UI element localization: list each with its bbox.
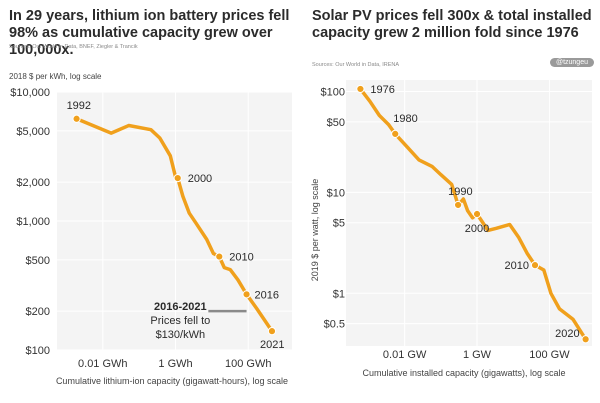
battery-x-tick-label: 0.01 GWh	[78, 358, 128, 370]
battery-y-tick-label: $200	[26, 306, 50, 318]
solar-x-tick-label: 1 GW	[463, 349, 492, 361]
solar-point-label: 1976	[370, 84, 394, 96]
battery-point-marker	[242, 290, 251, 299]
solar-point-marker	[472, 209, 482, 219]
battery-point-marker	[173, 174, 182, 183]
solar-point-marker	[356, 84, 365, 94]
solar-series-line	[358, 87, 588, 341]
battery-x-axis-label: Cumulative lithium-ion capacity (gigawat…	[56, 376, 288, 386]
battery-chart-y-axis-label: 2018 $ per kWh, log scale	[9, 72, 102, 81]
battery-chart-title: In 29 years, lithium ion battery prices …	[9, 8, 290, 58]
solar-y-tick-label: $0.5	[324, 319, 345, 331]
battery-annotation-heading: 2016-2021	[154, 301, 207, 313]
battery-y-tick-label: $1,000	[16, 216, 50, 228]
battery-point-marker	[72, 114, 81, 123]
solar-point-marker	[391, 129, 400, 138]
battery-y-tick-label: $500	[26, 255, 50, 267]
battery-point-label: 2010	[229, 252, 253, 264]
solar-chart-sources: Sources: Our World in Data, IRENA	[312, 62, 400, 68]
solar-point-label: 2020	[555, 328, 579, 340]
solar-x-axis-label: Cumulative installed capacity (gigawatts…	[362, 368, 565, 378]
solar-point-label: 2010	[505, 260, 529, 272]
battery-series-line	[74, 117, 274, 333]
solar-y-axis-label: 2019 $ per watt, log scale	[310, 179, 320, 282]
solar-y-tick-label: $10	[327, 187, 345, 199]
solar-point-label: 1980	[393, 113, 417, 125]
battery-y-tick-label: $10,000	[10, 87, 50, 99]
battery-chart-sources: Sources: Our World in Data, BNEF, Ziegle…	[9, 44, 138, 50]
solar-x-tick-label: 100 GW	[529, 349, 570, 361]
credit-badge: @tzungeu	[549, 58, 594, 67]
battery-point-marker	[267, 327, 277, 336]
battery-annotation-line1: Prices fell to	[150, 315, 210, 327]
battery-point-label: 1992	[67, 100, 91, 112]
battery-annotation-line2: $130/kWh	[156, 329, 206, 341]
battery-x-tick-label: 1 GWh	[158, 358, 192, 370]
battery-y-tick-label: $5,000	[16, 126, 50, 138]
battery-point-label: 2021	[260, 339, 284, 351]
solar-y-tick-label: $100	[321, 86, 345, 98]
solar-x-tick-label: 0.01 GW	[383, 349, 427, 361]
solar-point-label: 1990	[448, 186, 472, 198]
solar-chart-title: Solar PV prices fell 300x & total instal…	[312, 8, 592, 41]
solar-y-tick-label: $50	[327, 117, 345, 129]
battery-y-tick-label: $100	[26, 345, 50, 357]
solar-y-tick-label: $1	[333, 288, 345, 300]
solar-point-marker	[530, 261, 540, 270]
battery-point-label: 2000	[188, 173, 212, 185]
battery-point-marker	[215, 252, 224, 261]
battery-x-tick-label: 100 GWh	[225, 358, 271, 370]
solar-y-tick-label: $5	[333, 218, 345, 230]
battery-y-tick-label: $2,000	[16, 177, 50, 189]
battery-point-label: 2016	[255, 289, 279, 301]
solar-point-marker	[581, 335, 590, 344]
solar-point-marker	[454, 200, 463, 210]
solar-point-label: 2000	[465, 223, 489, 235]
